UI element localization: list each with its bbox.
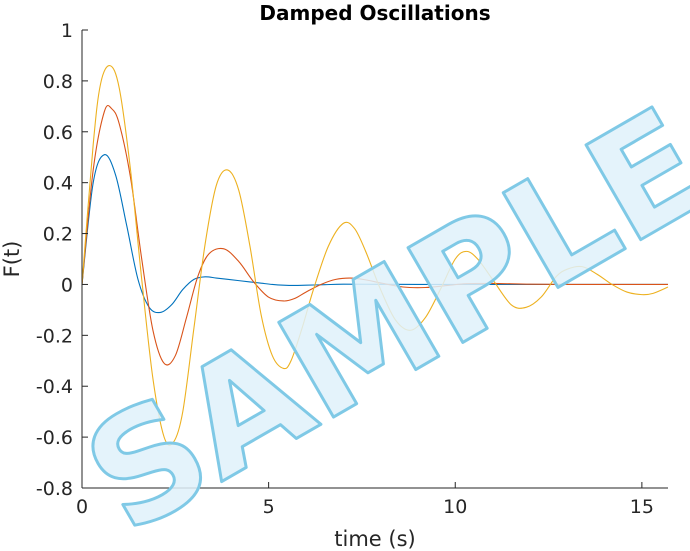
plot-area: 0 5 10 15 -0.8 -0.6 -0.4 -0.2 0 0.2 0.4 0.6 0.8 1 — [36, 20, 669, 518]
series-group — [81, 65, 669, 446]
ticks-group: 0 5 10 15 -0.8 -0.6 -0.4 -0.2 0 0.2 0.4 0.6 0.8 1 — [36, 20, 654, 518]
series-line-3 — [81, 65, 669, 446]
y-tick-label: 0.4 — [43, 173, 73, 195]
chart-title: Damped Oscillations — [259, 1, 490, 25]
y-tick-label: 0.6 — [43, 122, 73, 144]
y-tick-label: -0.6 — [36, 427, 73, 449]
x-tick-label: 5 — [263, 496, 275, 518]
y-tick-label: 1 — [61, 20, 73, 42]
y-tick-label: 0.2 — [43, 224, 73, 246]
y-tick-label: 0.8 — [43, 71, 73, 93]
x-tick-label: 10 — [443, 496, 467, 518]
x-tick-label: 0 — [76, 496, 88, 518]
x-tick-label: 15 — [630, 496, 654, 518]
x-axis-label: time (s) — [334, 527, 415, 551]
y-axis-label: F(t) — [0, 241, 24, 278]
y-tick-label: 0 — [61, 274, 73, 296]
y-tick-label: -0.2 — [36, 325, 73, 347]
y-tick-label: -0.4 — [36, 376, 73, 398]
plot-background — [82, 30, 668, 488]
y-tick-label: -0.8 — [36, 478, 73, 500]
